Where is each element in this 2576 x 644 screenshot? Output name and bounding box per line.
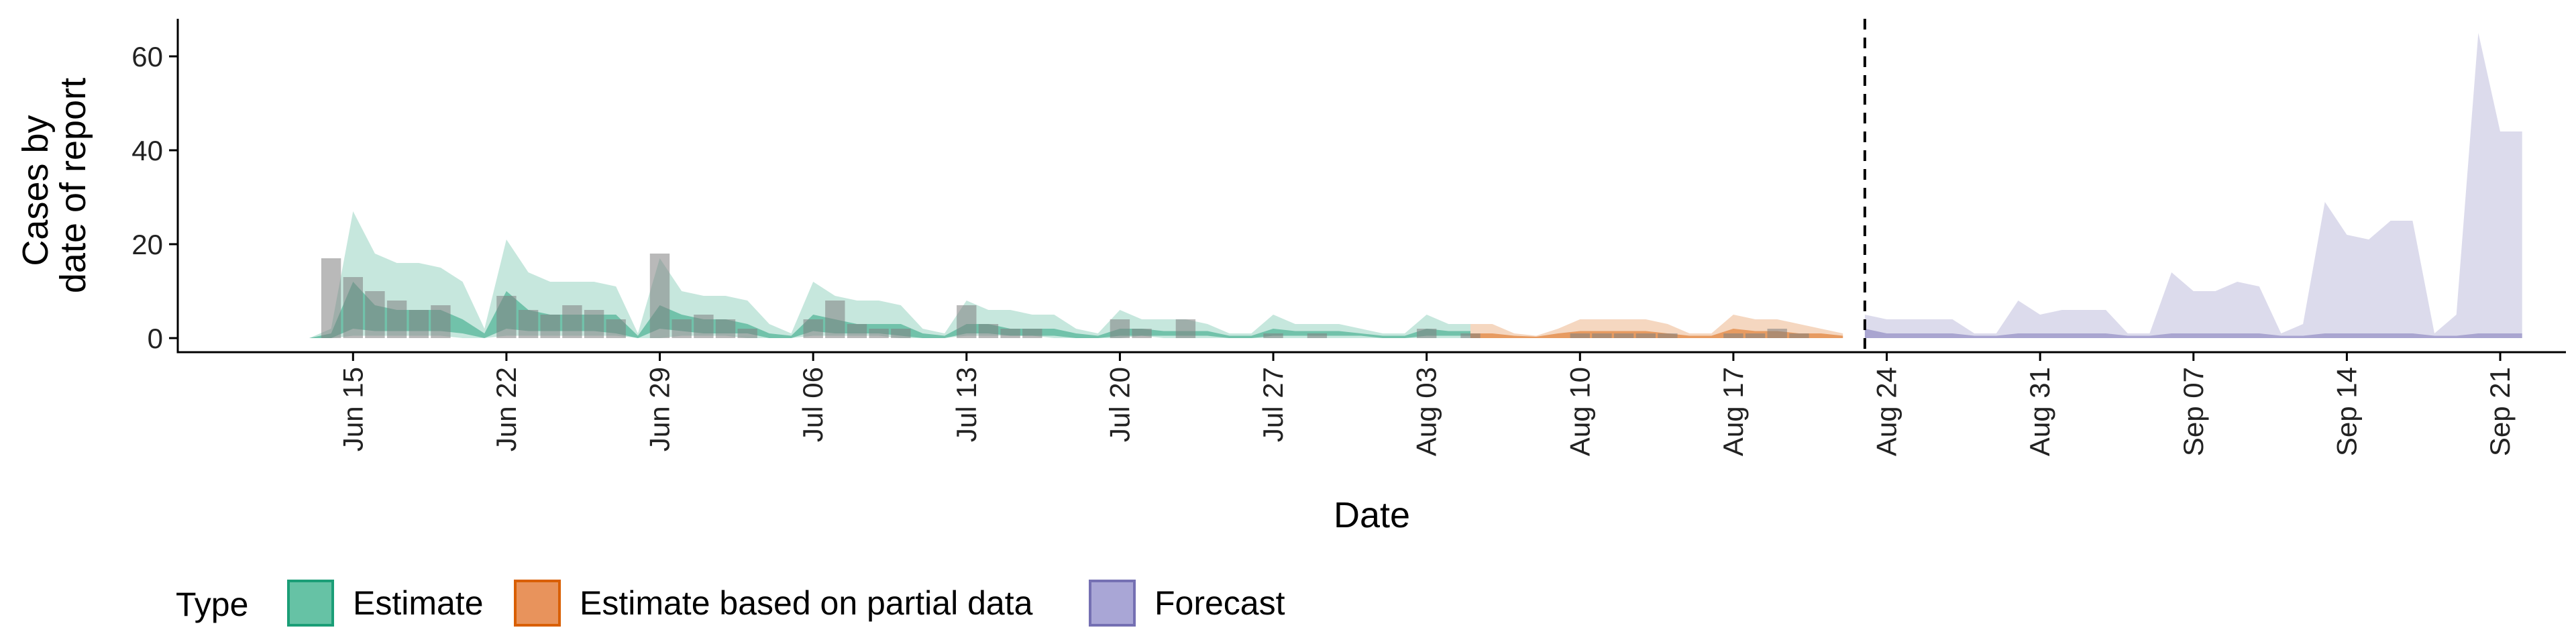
observed-case-bar — [715, 319, 736, 338]
x-tick-label: Sep 21 — [2484, 367, 2516, 456]
observed-case-bar — [518, 310, 539, 338]
observed-case-bar — [496, 296, 517, 338]
observed-case-bar — [365, 291, 385, 338]
observed-case-bar — [386, 301, 407, 338]
observed-case-bar — [606, 319, 626, 338]
x-tick-label: Jul 20 — [1104, 367, 1135, 442]
observed-case-bar — [1460, 333, 1481, 338]
observed-case-bar — [1723, 333, 1743, 338]
x-tick-label: Aug 24 — [1871, 367, 1902, 456]
x-tick-label: Jul 13 — [951, 367, 982, 442]
observed-case-bar — [1658, 333, 1678, 338]
observed-case-bar — [1000, 329, 1020, 338]
x-tick-label: Jun 15 — [337, 367, 368, 451]
observed-case-bar — [672, 319, 692, 338]
observed-case-bar — [409, 310, 429, 338]
observed-case-bar — [1263, 333, 1283, 338]
x-tick-label: Jul 06 — [797, 367, 828, 442]
legend-label: Forecast — [1155, 584, 1285, 622]
observed-case-bar — [978, 324, 999, 338]
observed-case-bar — [1022, 329, 1042, 338]
x-tick-label: Jun 22 — [490, 367, 522, 451]
y-axis-title-line-2: date of report — [53, 78, 93, 293]
legend: Type Estimate Estimate based on partial d… — [176, 580, 1285, 627]
observed-case-bar — [891, 329, 911, 338]
legend-key — [1089, 580, 1136, 627]
x-tick-label: Aug 03 — [1411, 367, 1442, 456]
forecast-band-50 — [1864, 329, 2522, 338]
y-tick-label: 60 — [131, 41, 163, 72]
y-axis-ticks: 0 20 40 60 — [131, 41, 178, 354]
observed-case-bar — [1175, 319, 1196, 338]
observed-case-bar — [737, 329, 757, 338]
observed-case-bar — [562, 305, 582, 338]
observed-case-bar — [1307, 333, 1328, 338]
observed-case-bar — [957, 305, 977, 338]
x-tick-label: Aug 10 — [1564, 367, 1595, 456]
y-tick-label: 40 — [131, 135, 163, 166]
x-tick-label: Aug 31 — [2024, 367, 2055, 456]
forecast-band-90 — [1864, 33, 2522, 338]
observed-case-bar — [1613, 333, 1634, 338]
legend-title: Type — [176, 586, 248, 623]
legend-key — [287, 580, 334, 627]
observed-case-bar — [540, 315, 560, 338]
legend-label: Estimate based on partial data — [580, 584, 1033, 622]
observed-case-bar — [649, 254, 670, 338]
observed-case-bar — [321, 258, 341, 338]
observed-case-bar — [1745, 333, 1766, 338]
observed-case-bar — [825, 301, 845, 338]
x-tick-label: Jun 29 — [644, 367, 676, 451]
observed-case-bar — [1789, 333, 1809, 338]
observed-case-bar — [1767, 329, 1787, 338]
observed-case-bar — [869, 329, 889, 338]
observed-case-bar — [1417, 329, 1437, 338]
y-tick-label: 20 — [131, 229, 163, 260]
observed-case-bar — [1110, 319, 1130, 338]
x-tick-label: Jul 27 — [1257, 367, 1289, 442]
observed-case-bar — [803, 319, 823, 338]
observed-case-bar — [847, 324, 867, 338]
interval-bands — [309, 33, 2522, 338]
y-tick-label: 0 — [148, 323, 163, 354]
x-tick-label: Aug 17 — [1717, 367, 1749, 456]
observed-case-bars — [321, 254, 1809, 338]
axes — [176, 19, 2566, 354]
legend-label: Estimate — [353, 584, 484, 622]
observed-case-bar — [1132, 329, 1152, 338]
observed-case-bar — [584, 310, 604, 338]
observed-case-bar — [1635, 333, 1656, 338]
legend-key — [514, 580, 561, 627]
estimate-band-90 — [309, 211, 1470, 338]
x-axis-title: Date — [1334, 495, 1410, 535]
y-axis-title-line-1: Cases by — [15, 115, 56, 266]
observed-case-bar — [1570, 333, 1590, 338]
observed-case-bar — [431, 305, 451, 338]
y-axis-title: Cases by date of report — [15, 78, 93, 293]
observed-case-bar — [694, 315, 714, 338]
observed-case-bar — [343, 277, 363, 338]
observed-case-bar — [1592, 333, 1612, 338]
x-tick-label: Sep 07 — [2178, 367, 2209, 456]
x-axis-ticks: Jun 15 Jun 22 Jun 29 Jul 06 Jul 13 Jul 20 Jul … — [337, 352, 2516, 456]
x-tick-label: Sep 14 — [2330, 367, 2362, 456]
